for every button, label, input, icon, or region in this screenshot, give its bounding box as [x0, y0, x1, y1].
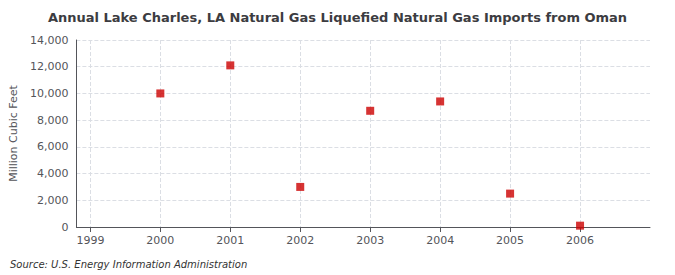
svg-text:2004: 2004 [426, 234, 454, 247]
svg-text:14,000: 14,000 [30, 34, 69, 47]
svg-text:2002: 2002 [286, 234, 314, 247]
svg-text:6,000: 6,000 [37, 140, 69, 153]
svg-text:2003: 2003 [356, 234, 384, 247]
svg-text:2,000: 2,000 [37, 194, 69, 207]
svg-text:2001: 2001 [216, 234, 244, 247]
svg-text:2006: 2006 [566, 234, 594, 247]
svg-text:2005: 2005 [496, 234, 524, 247]
svg-text:10,000: 10,000 [30, 87, 69, 100]
svg-text:8,000: 8,000 [37, 114, 69, 127]
svg-text:Million Cubic Feet: Million Cubic Feet [7, 84, 20, 181]
svg-text:2000: 2000 [146, 234, 174, 247]
svg-text:4,000: 4,000 [37, 167, 69, 180]
svg-text:0: 0 [61, 221, 68, 234]
svg-text:Annual Lake Charles, LA Natura: Annual Lake Charles, LA Natural Gas Liqu… [48, 10, 627, 25]
svg-text:1999: 1999 [76, 234, 104, 247]
svg-text:12,000: 12,000 [30, 60, 69, 73]
svg-text:Source: U.S. Energy Informatio: Source: U.S. Energy Information Administ… [10, 259, 247, 270]
